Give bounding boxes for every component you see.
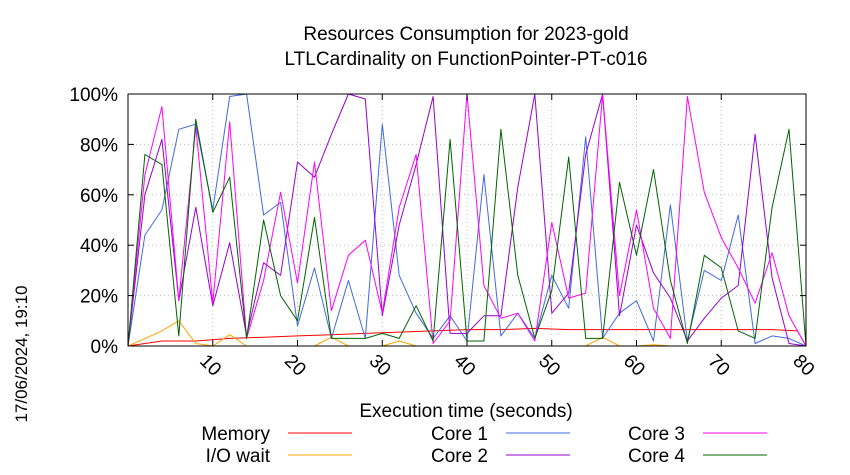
x-tick-label: 40 <box>449 351 479 381</box>
x-tick-label: 50 <box>534 351 564 381</box>
series-line-core-4 <box>127 118 807 347</box>
y-tick-label: 40% <box>80 236 118 257</box>
series-line-core-2 <box>127 93 807 347</box>
y-tick-label: 0% <box>91 337 119 358</box>
x-tick-label: 30 <box>365 351 395 381</box>
x-tick-label: 70 <box>704 351 734 381</box>
y-tick-label: 100% <box>69 85 118 106</box>
x-tick-label: 20 <box>280 351 310 381</box>
x-axis-label: Execution time (seconds) <box>359 401 572 422</box>
x-tick-label: 60 <box>619 351 649 381</box>
plot-frame <box>127 93 807 347</box>
timestamp-label: 17/06/2024, 19:10 <box>12 285 31 422</box>
series-line-core-1 <box>127 93 807 347</box>
chart-subtitle: LTLCardinality on FunctionPointer-PT-c01… <box>285 49 648 70</box>
legend-label-core-2: Core 2 <box>431 446 488 467</box>
grid <box>128 93 807 347</box>
chart-title: Resources Consumption for 2023-gold <box>303 24 628 45</box>
y-tick-label: 60% <box>80 186 118 207</box>
series-line-core-3 <box>127 93 807 347</box>
y-tick-label: 80% <box>80 135 118 156</box>
legend-label-core-3: Core 3 <box>628 424 685 445</box>
legend-label-core-1: Core 1 <box>431 424 488 445</box>
x-tick-label: 80 <box>788 351 818 381</box>
series-lines <box>127 93 807 347</box>
legend-label-memory: Memory <box>201 424 270 445</box>
legend-label-i-o-wait: I/O wait <box>206 446 271 467</box>
y-axis: 0% 20% 40% 60% 80% 100% <box>69 85 806 358</box>
x-tick-label: 10 <box>195 351 225 381</box>
y-tick-label: 20% <box>80 287 118 308</box>
legend-label-core-4: Core 4 <box>628 446 685 467</box>
